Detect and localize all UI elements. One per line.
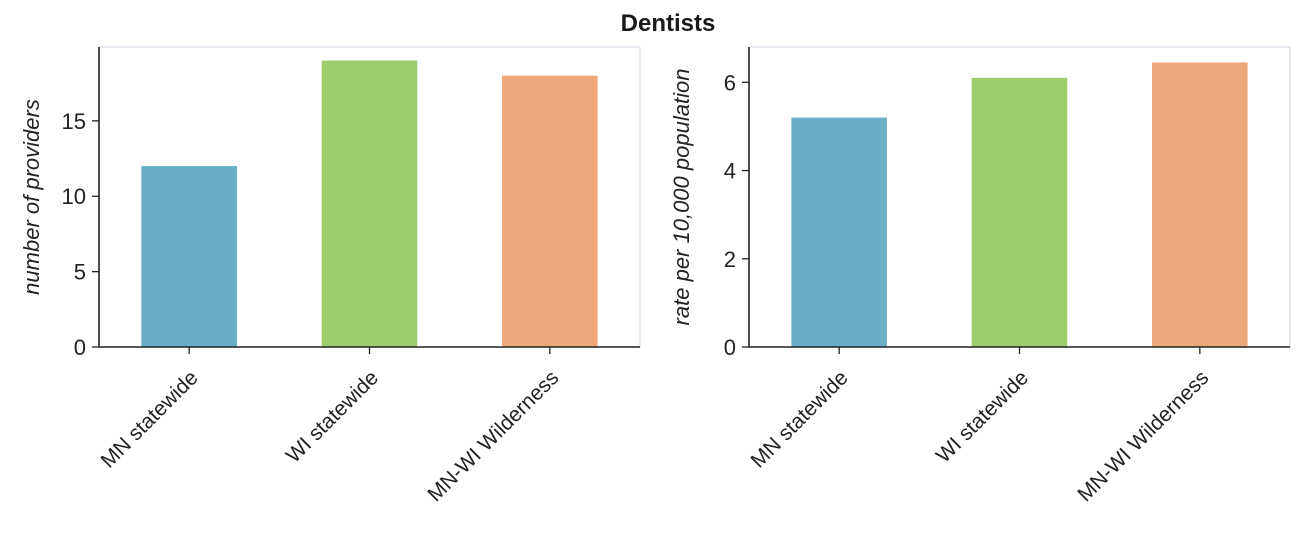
bar-wi-statewide [321, 60, 418, 347]
charts: MN statewide WI statewide MN-WI Wilderness… [19, 46, 1291, 506]
y-tick-label: 6 [724, 70, 736, 95]
x-tick-label: MN-WI Wilderness [423, 366, 563, 506]
chart-title: Dentists [621, 10, 716, 37]
y-tick-label: 10 [62, 184, 86, 209]
y-tick-label: 5 [74, 260, 86, 285]
chart-panel-1: MN statewide WI statewide MN-WI Wilderness… [19, 46, 641, 506]
bar-mn-wi-wilderness [502, 75, 598, 347]
chart-panel-2: MN statewide WI statewide MN-WI Wilderness… [669, 46, 1291, 506]
y-axis-label: number of providers [19, 99, 44, 295]
x-tick-label: MN statewide [96, 366, 202, 472]
y-tick-label: 0 [74, 335, 86, 360]
x-tick-label: MN-WI Wilderness [1073, 366, 1213, 506]
y-tick-label: 15 [62, 109, 86, 134]
bar-mn-statewide [791, 117, 887, 348]
x-tick-label: MN statewide [746, 366, 852, 472]
x-tick-label: WI statewide [932, 366, 1033, 467]
bar-mn-statewide [141, 166, 237, 347]
bar-mn-wi-wilderness [1152, 62, 1248, 348]
y-tick-label: 2 [724, 247, 736, 272]
x-tick-label: WI statewide [282, 366, 383, 467]
bar-wi-statewide [971, 77, 1068, 347]
y-axis-label: rate per 10,000 population [669, 69, 694, 326]
y-tick-label: 0 [724, 335, 736, 360]
y-tick-label: 4 [724, 159, 736, 184]
